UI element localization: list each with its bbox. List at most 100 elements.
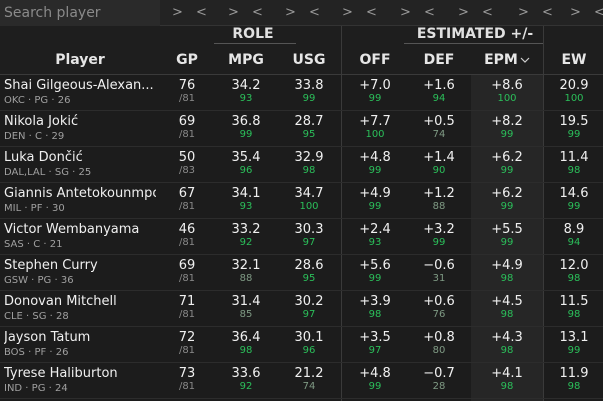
col-header-mpg[interactable]: MPG (228, 52, 264, 68)
player-name[interactable]: Tyrese Haliburton (4, 366, 118, 381)
stat-value-epm: +8.6 (491, 78, 523, 93)
cell-usg: 32.9 98 (280, 150, 338, 176)
percentile-mpg: 93 (239, 201, 253, 212)
table-row[interactable]: Nikola Jokić DEN · C · 29 69/81 36.8 99 28.7 9… (0, 111, 603, 147)
stat-value-def: −0.7 (423, 366, 455, 381)
cell-mpg: 35.4 96 (216, 150, 276, 176)
col-header-def[interactable]: DEF (423, 52, 455, 68)
stat-value-def: +1.4 (423, 150, 455, 165)
cell-def: +1.2 88 (408, 186, 470, 212)
player-name[interactable]: Jayson Tatum (4, 330, 91, 345)
filter-increase-icon[interactable]: > (458, 5, 469, 20)
percentile-ew: 99 (567, 345, 581, 356)
filter-increase-icon[interactable]: > (570, 5, 581, 20)
cell-ew: 13.1 99 (545, 330, 603, 356)
filter-decrease-icon[interactable]: < (482, 5, 493, 20)
percentile-off: 100 (365, 129, 385, 140)
stat-value-ew: 13.1 (559, 330, 589, 345)
stat-value-def: +0.5 (423, 114, 455, 129)
table-row[interactable]: Victor Wembanyama SAS · C · 21 46/81 33.2 92… (0, 219, 603, 255)
percentile-mpg: 88 (239, 273, 253, 284)
filter-decrease-icon[interactable]: < (309, 5, 320, 20)
col-header-epm[interactable]: EPM (471, 52, 543, 68)
group-header-row: ROLE ESTIMATED +/- (0, 26, 603, 45)
player-name[interactable]: Stephen Curry (4, 258, 98, 273)
percentile-epm: 98 (500, 345, 514, 356)
stat-value-epm: +6.2 (491, 186, 523, 201)
filter-increase-icon[interactable]: > (228, 5, 239, 20)
search-input[interactable]: Search player (0, 0, 160, 26)
cell-gp: 71/81 (162, 294, 212, 320)
cell-usg: 30.3 97 (280, 222, 338, 248)
stat-value-epm: +4.1 (491, 366, 523, 381)
player-name[interactable]: Donovan Mitchell (4, 294, 117, 309)
filter-decrease-icon[interactable]: < (594, 5, 603, 20)
filter-increase-icon[interactable]: > (518, 5, 529, 20)
percentile-ew: 100 (564, 93, 584, 104)
cell-ew: 11.5 98 (545, 294, 603, 320)
col-header-usg[interactable]: USG (292, 52, 326, 68)
percentile-def: 90 (432, 165, 446, 176)
percentile-def: 99 (432, 237, 446, 248)
stat-value-ew: 14.6 (559, 186, 589, 201)
column-header-row: Player GP MPG USG OFF DEF EPM EW (0, 45, 603, 75)
cell-off: +4.8 99 (345, 366, 405, 392)
filter-increase-icon[interactable]: > (172, 5, 183, 20)
percentile-epm: 99 (500, 129, 514, 140)
table-row[interactable]: Jayson Tatum BOS · PF · 26 72/81 36.4 98 30.1… (0, 327, 603, 363)
percentile-off: 99 (368, 201, 382, 212)
filter-decrease-icon[interactable]: < (196, 5, 207, 20)
cell-epm: +4.3 98 (471, 330, 543, 356)
cell-off: +2.4 93 (345, 222, 405, 248)
stat-value-usg: 33.8 (294, 78, 324, 93)
filter-increase-icon[interactable]: > (342, 5, 353, 20)
table-row[interactable]: Shai Gilgeous-Alexan... OKC · PG · 26 76/8… (0, 75, 603, 111)
col-header-off[interactable]: OFF (359, 52, 391, 68)
filter-decrease-icon[interactable]: < (252, 5, 263, 20)
cell-epm: +6.2 99 (471, 186, 543, 212)
player-name[interactable]: Luka Dončić (4, 150, 83, 165)
filter-increase-icon[interactable]: > (285, 5, 296, 20)
table-row[interactable]: Donovan Mitchell CLE · SG · 28 71/81 31.4 85… (0, 291, 603, 327)
table-row[interactable]: Giannis Antetokounmpo MIL · PF · 30 67/81 3… (0, 183, 603, 219)
cell-def: +3.2 99 (408, 222, 470, 248)
stat-value-off: +4.8 (359, 150, 391, 165)
cell-def: +1.4 90 (408, 150, 470, 176)
cell-mpg: 36.4 98 (216, 330, 276, 356)
percentile-ew: 94 (567, 237, 581, 248)
filter-increase-icon[interactable]: > (400, 5, 411, 20)
percentile-ew: 99 (567, 129, 581, 140)
player-meta: DAL,LAL · SG · 25 (4, 167, 92, 178)
stat-value-epm: +4.5 (491, 294, 523, 309)
player-name[interactable]: Giannis Antetokounmpo (4, 186, 156, 201)
games-possible: /81 (178, 93, 196, 104)
col-header-ew[interactable]: EW (561, 52, 587, 68)
cell-gp: 50/83 (162, 150, 212, 176)
filter-row: Search player > < > < > < > < > < > < > < > < (0, 0, 603, 26)
percentile-epm: 99 (500, 165, 514, 176)
percentile-mpg: 99 (239, 129, 253, 140)
percentile-ew: 98 (567, 273, 581, 284)
cell-def: +1.6 94 (408, 78, 470, 104)
percentile-def: 88 (432, 201, 446, 212)
player-name[interactable]: Nikola Jokić (4, 114, 79, 129)
table-row[interactable]: Luka Dončić DAL,LAL · SG · 25 50/83 35.4 96 3… (0, 147, 603, 183)
stat-value-gp: 50 (178, 150, 196, 165)
cell-gp: 67/81 (162, 186, 212, 212)
col-header-gp[interactable]: GP (176, 52, 198, 68)
player-name[interactable]: Victor Wembanyama (4, 222, 140, 237)
filter-decrease-icon[interactable]: < (542, 5, 553, 20)
filter-decrease-icon[interactable]: < (366, 5, 377, 20)
table-row[interactable]: Stephen Curry GSW · PG · 36 69/81 32.1 88 28.… (0, 255, 603, 291)
cell-usg: 30.1 96 (280, 330, 338, 356)
percentile-mpg: 85 (239, 309, 253, 320)
col-header-player[interactable]: Player (55, 52, 105, 68)
table-row[interactable]: Tyrese Haliburton IND · PG · 24 73/81 33.6 9… (0, 363, 603, 399)
cell-gp: 69/81 (162, 258, 212, 284)
player-name[interactable]: Shai Gilgeous-Alexan... (4, 78, 154, 93)
cell-epm: +4.1 98 (471, 366, 543, 392)
cell-def: +0.8 80 (408, 330, 470, 356)
filter-decrease-icon[interactable]: < (424, 5, 435, 20)
stat-value-usg: 34.7 (294, 186, 324, 201)
cell-usg: 34.7 100 (280, 186, 338, 212)
